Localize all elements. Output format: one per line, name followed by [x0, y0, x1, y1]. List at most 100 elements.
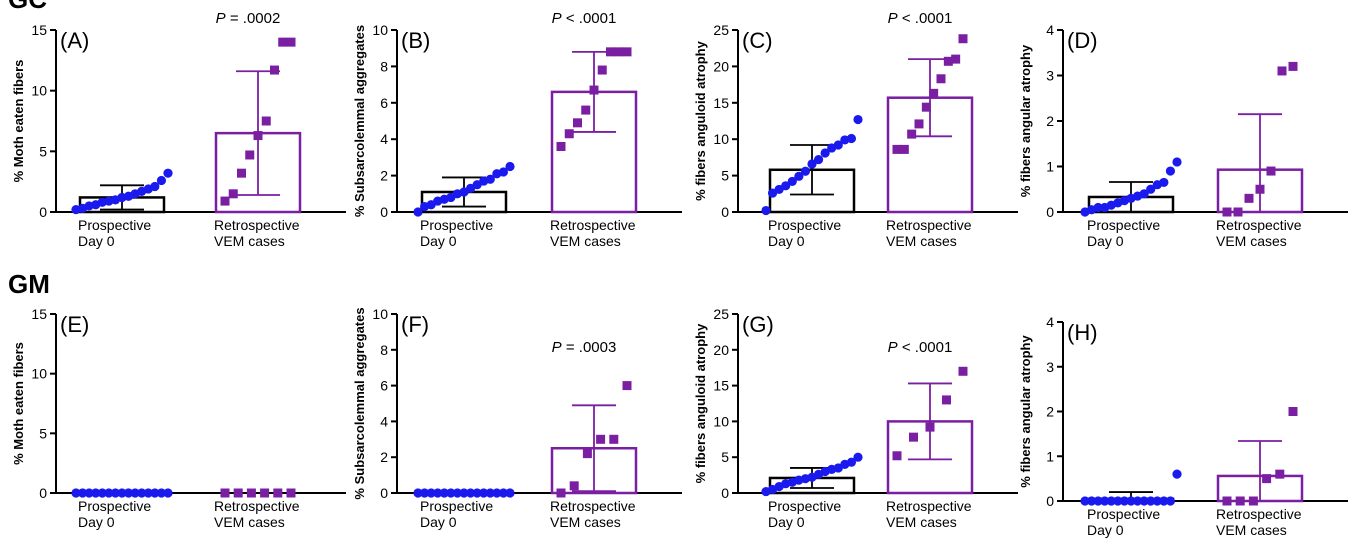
x-tick-label: Retrospective VEM cases — [214, 498, 300, 530]
data-point — [498, 167, 509, 177]
data-point — [156, 488, 167, 498]
data-point — [1165, 166, 1176, 176]
data-point — [71, 488, 81, 498]
data-point — [1093, 202, 1103, 213]
data-point — [581, 105, 591, 115]
data-point — [163, 168, 173, 178]
data-point — [439, 488, 449, 498]
y-axis-label: % fibers anguloid atrophy — [693, 40, 708, 200]
p-value-annotation: P < .0001 — [888, 10, 953, 27]
y-tick-label: 15 — [31, 306, 47, 322]
data-point — [596, 434, 606, 444]
row-label-gc: GC — [8, 0, 47, 12]
data-point — [1172, 469, 1182, 479]
x-tick-label: Prospective Day 0 — [1087, 506, 1160, 538]
data-point — [273, 488, 283, 498]
panel-label: (D) — [1067, 28, 1098, 53]
y-tick-label: 8 — [380, 58, 388, 74]
data-point — [104, 488, 114, 498]
data-point — [413, 207, 423, 217]
panel-label: (F) — [401, 312, 429, 337]
panel-label: (E) — [60, 312, 89, 337]
y-tick-label: 5 — [721, 168, 729, 184]
y-tick-label: 0 — [39, 485, 47, 501]
y-tick-label: 4 — [380, 413, 388, 429]
data-point — [472, 488, 482, 498]
data-point — [117, 488, 127, 498]
p-value-annotation: P = .0002 — [216, 10, 281, 27]
y-tick-label: 0 — [380, 485, 388, 501]
data-point — [97, 488, 107, 498]
data-point — [943, 56, 953, 66]
data-point — [246, 488, 256, 498]
data-point — [614, 47, 624, 57]
data-point — [1139, 189, 1149, 199]
chart-panel-f: 0 2 4 6 8 10 % Subsarcolemmal aggregates (F) Pro… — [352, 306, 682, 530]
data-point — [1233, 207, 1243, 217]
data-point — [137, 488, 147, 498]
data-point — [433, 488, 443, 498]
data-point — [220, 196, 230, 206]
data-point — [413, 488, 423, 498]
data-point — [936, 74, 946, 84]
data-point — [426, 488, 436, 498]
data-point — [914, 119, 924, 129]
y-axis-label: % fibers angular atrophy — [1018, 44, 1033, 197]
y-tick-label: 15 — [713, 95, 729, 111]
data-point — [1146, 184, 1156, 194]
data-point — [761, 205, 771, 216]
data-point — [110, 488, 121, 498]
data-point — [1172, 157, 1182, 167]
data-point — [220, 488, 230, 498]
x-tick-label: Prospective Day 0 — [78, 498, 151, 530]
chart-panel-d: 0 1 2 3 4 % fibers angular atrophy (D) Prospect… — [1018, 22, 1348, 249]
data-point — [286, 37, 296, 47]
data-point — [573, 118, 582, 128]
data-point — [260, 488, 270, 498]
y-axis-label: % Subsarcolemmal aggregates — [352, 307, 367, 499]
data-point — [606, 47, 615, 57]
y-tick-label: 2 — [1046, 404, 1054, 420]
data-point — [1119, 496, 1130, 506]
data-point — [892, 451, 902, 461]
data-point — [459, 488, 469, 498]
y-tick-label: 0 — [380, 204, 388, 220]
data-point — [853, 452, 863, 462]
data-point — [1262, 474, 1272, 484]
x-tick-label: Retrospective VEM cases — [886, 217, 972, 249]
x-tick-label: Retrospective VEM cases — [550, 217, 636, 249]
data-point — [123, 488, 134, 498]
y-tick-label: 6 — [380, 378, 388, 394]
y-tick-label: 5 — [39, 143, 47, 159]
data-point — [233, 488, 243, 498]
y-axis-label: % Moth eaten fibers — [11, 60, 26, 183]
data-point — [1288, 61, 1298, 71]
data-point — [609, 434, 619, 444]
y-tick-label: 3 — [1046, 359, 1054, 375]
data-point — [1093, 496, 1103, 506]
y-tick-label: 15 — [713, 378, 729, 394]
data-point — [1100, 496, 1110, 506]
data-point — [261, 116, 271, 126]
y-tick-label: 10 — [372, 22, 388, 38]
data-point — [622, 47, 632, 57]
p-value-annotation: P < .0001 — [552, 10, 617, 27]
chart-panel-g: 0 5 10 15 20 25 % fibers anguloid atrophy (G) Pr… — [693, 306, 1018, 530]
y-tick-label: 4 — [380, 131, 388, 147]
data-point — [597, 65, 607, 75]
panel-label: (C) — [742, 28, 773, 53]
panel-label: (B) — [401, 28, 430, 53]
data-point — [130, 488, 140, 498]
y-axis-label: % fibers anguloid atrophy — [693, 323, 708, 483]
data-point — [1152, 496, 1162, 506]
panel-label: (A) — [60, 28, 89, 53]
data-point — [270, 65, 279, 75]
y-tick-label: 0 — [39, 204, 47, 220]
data-point — [1159, 496, 1169, 506]
y-tick-label: 0 — [1046, 493, 1054, 509]
data-point — [446, 488, 456, 498]
data-point — [479, 488, 489, 498]
data-point — [1106, 496, 1116, 506]
data-point — [921, 102, 931, 112]
y-tick-label: 0 — [721, 485, 729, 501]
